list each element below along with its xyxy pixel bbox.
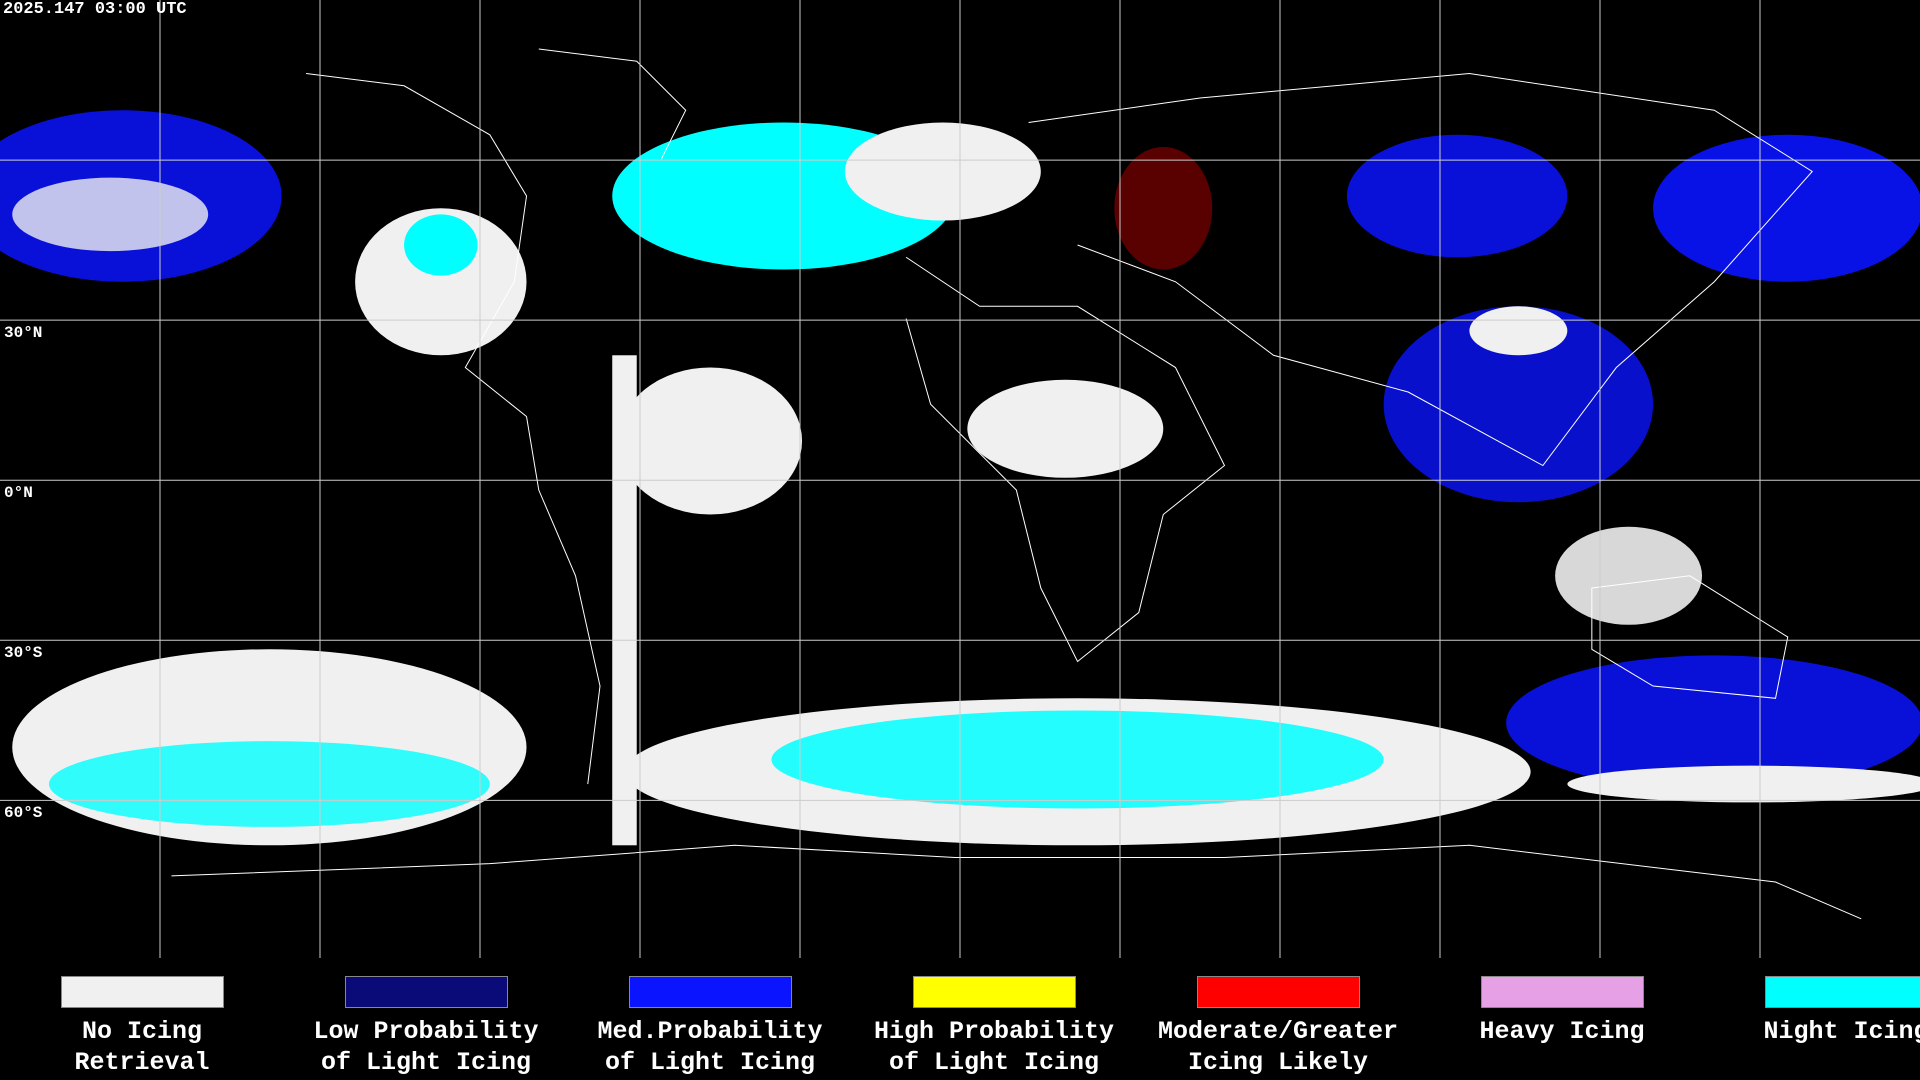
legend-item: Moderate/Greater Icing Likely: [1136, 976, 1420, 1078]
legend-label-line: High Probability: [873, 1017, 1115, 1046]
legend-item: Heavy Icing: [1420, 976, 1704, 1047]
legend-swatch: [1480, 976, 1644, 1008]
legend-swatch: [1764, 976, 1920, 1008]
legend-label-line: of Light Icing: [888, 1048, 1100, 1077]
legend-label-line: Moderate/Greater: [1157, 1017, 1399, 1046]
legend-label-line: Icing Likely: [1187, 1048, 1369, 1077]
latitude-label: 30°N: [4, 324, 43, 343]
latitude-label: 60°S: [4, 804, 43, 823]
legend-label-line: Low Probability: [313, 1017, 539, 1046]
legend: No Icing Retrieval Low Probability of Light…: [0, 958, 1920, 1080]
legend-item: No Icing Retrieval: [0, 976, 284, 1078]
legend-label: Moderate/Greater Icing Likely: [1136, 1016, 1420, 1078]
legend-label: Med.Probability of Light Icing: [568, 1016, 852, 1078]
legend-swatch: [1196, 976, 1360, 1008]
coastlines: [171, 49, 1861, 919]
legend-item: Med.Probability of Light Icing: [568, 976, 852, 1078]
legend-label-line: Med.Probability: [597, 1017, 823, 1046]
legend-label-line: Retrieval: [74, 1048, 210, 1077]
cloud-field: [0, 110, 1920, 846]
latitude-label: 30°S: [4, 644, 43, 663]
map: [0, 0, 1920, 958]
latitude-label: 0°N: [4, 484, 33, 503]
legend-label: High Probability of Light Icing: [852, 1016, 1136, 1078]
legend-label-line: Heavy Icing: [1479, 1017, 1645, 1046]
legend-label-line: No Icing: [81, 1017, 203, 1046]
legend-swatch: [60, 976, 224, 1008]
legend-label-line: of Light Icing: [320, 1048, 532, 1077]
legend-label: No Icing Retrieval: [0, 1016, 284, 1078]
graticule: [0, 0, 1920, 958]
legend-swatch: [912, 976, 1076, 1008]
legend-item: High Probability of Light Icing: [852, 976, 1136, 1078]
legend-label: Night Icing: [1704, 1016, 1920, 1047]
legend-label-line: of Light Icing: [604, 1048, 816, 1077]
legend-swatch: [628, 976, 792, 1008]
timestamp: 2025.147 03:00 UTC: [3, 0, 187, 19]
legend-swatch: [344, 976, 508, 1008]
legend-item: Night Icing: [1704, 976, 1920, 1047]
legend-label: Low Probability of Light Icing: [284, 1016, 568, 1078]
legend-item: Low Probability of Light Icing: [284, 976, 568, 1078]
legend-label: Heavy Icing: [1420, 1016, 1704, 1047]
legend-label-line: Night Icing: [1763, 1017, 1920, 1046]
